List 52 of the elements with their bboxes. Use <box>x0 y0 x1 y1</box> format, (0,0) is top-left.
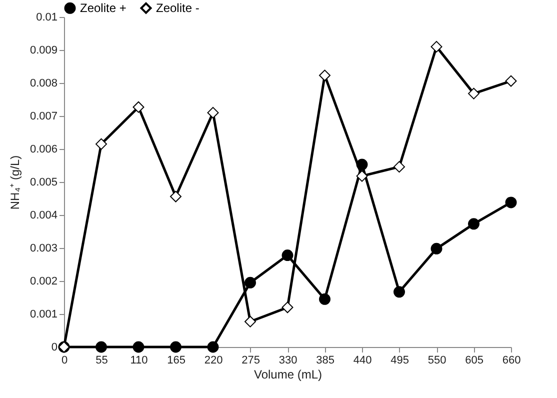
x-tick-label: 385 <box>316 354 334 366</box>
point <box>282 302 294 314</box>
x-tick-label: 330 <box>278 354 298 366</box>
point <box>207 341 219 353</box>
point <box>282 250 294 261</box>
point <box>96 138 107 150</box>
x-axis-title: Volume (mL) <box>254 368 322 382</box>
x-tick-label: 550 <box>428 354 446 366</box>
y-tick-label: 0.008 <box>30 78 58 90</box>
legend-label: Zeolite - <box>156 1 200 16</box>
y-tick-label: 0.006 <box>30 144 58 156</box>
point <box>356 158 368 170</box>
point <box>430 242 442 254</box>
x-tick-label: 0 <box>61 354 68 366</box>
x-tick-label: 275 <box>242 354 260 366</box>
x-tick-label: 440 <box>353 354 372 366</box>
y-tick-label: 0.001 <box>30 308 58 320</box>
point <box>468 88 480 100</box>
point <box>96 341 107 353</box>
point <box>505 75 517 87</box>
point <box>356 170 368 182</box>
y-axis-title: NH₄⁺ (g/L) <box>8 155 22 210</box>
point <box>468 218 480 230</box>
x-tick-label: 55 <box>96 354 108 366</box>
y-tick-label: 0.004 <box>30 210 58 222</box>
point <box>244 276 256 288</box>
point <box>170 190 182 202</box>
y-tick-label: 0.003 <box>30 242 58 254</box>
y-tick-label: 0.002 <box>30 276 58 288</box>
point <box>430 40 442 52</box>
x-tick-label: 495 <box>390 354 409 366</box>
x-tick-label: 165 <box>167 354 186 366</box>
y-tick-label: 0 <box>51 342 58 354</box>
point <box>207 106 219 118</box>
point <box>244 316 256 328</box>
point <box>505 196 517 208</box>
point <box>132 101 144 113</box>
point <box>132 341 144 353</box>
x-tick-label: 660 <box>502 354 521 366</box>
y-tick-label: 0.009 <box>30 44 58 56</box>
point <box>319 293 330 305</box>
x-tick-label: 605 <box>465 354 484 366</box>
y-tick-label: 0.01 <box>36 12 58 24</box>
x-tick-label: 220 <box>204 354 223 366</box>
legend-label: Zeolite + <box>80 1 126 16</box>
x-tick-label: 110 <box>130 354 148 366</box>
point <box>394 161 405 173</box>
point <box>319 70 330 82</box>
point <box>394 286 405 298</box>
point <box>170 341 182 353</box>
y-tick-label: 0.007 <box>30 110 58 122</box>
y-tick-label: 0.005 <box>30 176 58 188</box>
